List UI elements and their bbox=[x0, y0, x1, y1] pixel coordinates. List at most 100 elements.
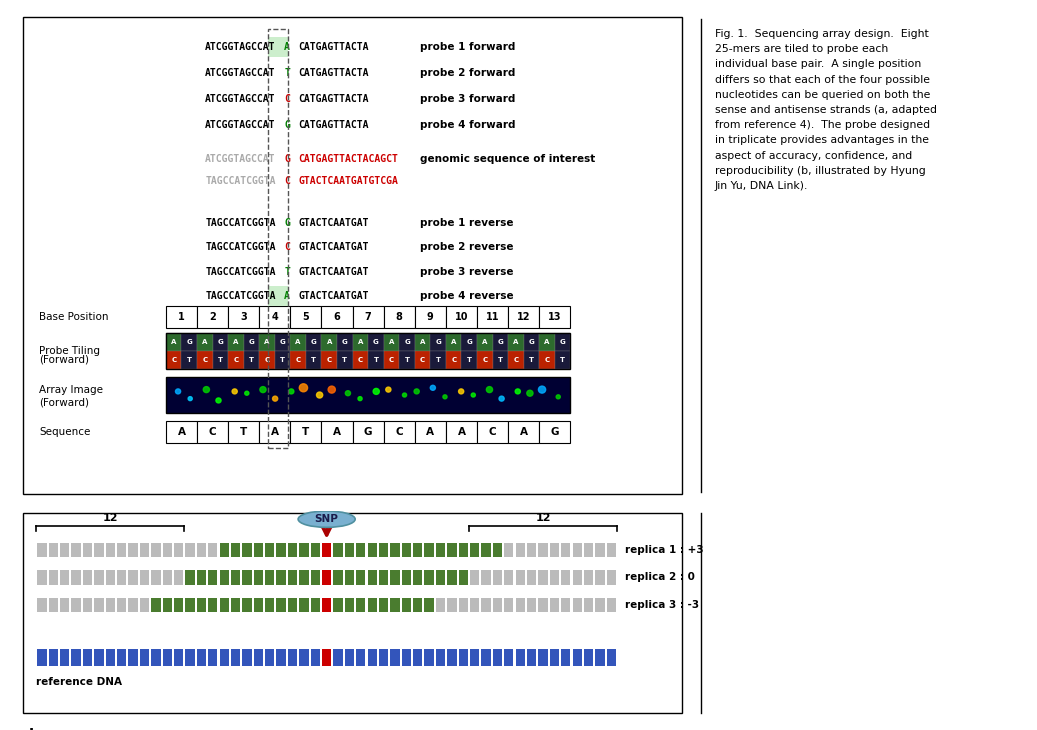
Text: 9: 9 bbox=[427, 312, 433, 322]
Bar bbox=[243, 649, 252, 666]
Bar bbox=[275, 351, 290, 369]
Bar bbox=[244, 351, 259, 369]
Text: GTACTCAATGATGTCGA: GTACTCAATGATGTCGA bbox=[299, 176, 398, 186]
Text: C: C bbox=[451, 357, 456, 363]
Bar bbox=[265, 598, 275, 612]
Bar bbox=[220, 542, 229, 557]
Text: probe 4 reverse: probe 4 reverse bbox=[420, 291, 513, 301]
Bar bbox=[166, 333, 181, 351]
Bar bbox=[524, 351, 539, 369]
Circle shape bbox=[300, 384, 308, 392]
Bar bbox=[321, 306, 353, 328]
Bar bbox=[477, 351, 493, 369]
Bar bbox=[447, 570, 456, 585]
Bar bbox=[477, 421, 508, 443]
Bar bbox=[493, 598, 502, 612]
Bar bbox=[163, 649, 172, 666]
Bar bbox=[584, 570, 593, 585]
Bar bbox=[538, 649, 548, 666]
Text: GTACTCAATGAT: GTACTCAATGAT bbox=[299, 291, 369, 301]
Bar bbox=[254, 598, 263, 612]
Bar bbox=[94, 649, 104, 666]
Text: C: C bbox=[358, 357, 363, 363]
Bar bbox=[458, 598, 468, 612]
Bar bbox=[151, 570, 161, 585]
Bar bbox=[584, 649, 593, 666]
Text: A: A bbox=[544, 339, 550, 345]
Bar bbox=[368, 333, 384, 351]
Bar bbox=[277, 598, 286, 612]
Bar bbox=[117, 598, 127, 612]
Bar bbox=[436, 598, 445, 612]
Bar bbox=[72, 598, 81, 612]
Text: GTACTCAATGAT: GTACTCAATGAT bbox=[299, 218, 369, 228]
Bar bbox=[213, 351, 228, 369]
Circle shape bbox=[556, 395, 560, 399]
Bar bbox=[265, 542, 275, 557]
Text: C: C bbox=[284, 176, 290, 186]
Text: CATGAGTTACTA: CATGAGTTACTA bbox=[299, 94, 369, 104]
Text: C: C bbox=[327, 357, 332, 363]
Bar bbox=[515, 570, 525, 585]
Bar bbox=[197, 649, 206, 666]
Bar bbox=[244, 333, 259, 351]
Bar bbox=[504, 542, 513, 557]
Bar bbox=[83, 542, 92, 557]
Bar bbox=[550, 570, 559, 585]
Bar bbox=[356, 598, 365, 612]
Text: A: A bbox=[426, 427, 435, 437]
Bar bbox=[527, 570, 536, 585]
Bar bbox=[213, 333, 228, 351]
Text: Array Image: Array Image bbox=[39, 385, 104, 395]
Bar bbox=[515, 542, 525, 557]
Bar bbox=[166, 351, 181, 369]
Circle shape bbox=[402, 393, 407, 397]
Bar bbox=[174, 649, 184, 666]
Bar bbox=[344, 598, 354, 612]
Bar bbox=[595, 598, 605, 612]
Bar bbox=[424, 570, 433, 585]
Ellipse shape bbox=[299, 511, 355, 527]
Bar bbox=[259, 333, 275, 351]
Bar bbox=[290, 333, 306, 351]
Bar bbox=[37, 542, 47, 557]
Bar bbox=[151, 542, 161, 557]
Circle shape bbox=[175, 389, 180, 394]
Text: probe 2 forward: probe 2 forward bbox=[420, 68, 515, 78]
Text: T: T bbox=[303, 427, 309, 437]
Circle shape bbox=[471, 393, 475, 397]
Bar bbox=[140, 542, 149, 557]
Bar bbox=[539, 351, 555, 369]
Bar bbox=[477, 333, 493, 351]
Text: 6: 6 bbox=[334, 312, 340, 322]
Bar bbox=[288, 649, 298, 666]
Bar bbox=[572, 598, 582, 612]
Bar bbox=[228, 333, 244, 351]
Bar bbox=[333, 570, 342, 585]
Text: 7: 7 bbox=[365, 312, 371, 322]
Bar bbox=[461, 333, 477, 351]
Bar bbox=[524, 333, 539, 351]
Text: CATGAGTTACTA: CATGAGTTACTA bbox=[299, 120, 369, 130]
Bar bbox=[447, 542, 456, 557]
Bar bbox=[197, 306, 228, 328]
Circle shape bbox=[188, 396, 192, 401]
Bar bbox=[166, 333, 570, 369]
Bar bbox=[561, 542, 570, 557]
Bar bbox=[321, 333, 337, 351]
Bar bbox=[607, 542, 616, 557]
Text: probe 4 forward: probe 4 forward bbox=[420, 120, 515, 130]
Text: ATCGGTAGCCAT: ATCGGTAGCCAT bbox=[205, 68, 276, 78]
Text: CATGAGTTACTA: CATGAGTTACTA bbox=[299, 42, 369, 52]
Bar bbox=[306, 351, 321, 369]
Text: C: C bbox=[420, 357, 425, 363]
Bar bbox=[446, 421, 477, 443]
Bar bbox=[186, 598, 195, 612]
Text: T: T bbox=[241, 427, 247, 437]
Text: replica 2 : 0: replica 2 : 0 bbox=[625, 572, 695, 583]
Bar bbox=[83, 598, 92, 612]
Bar bbox=[447, 649, 456, 666]
Text: CATGAGTTACTACAGCT: CATGAGTTACTACAGCT bbox=[299, 154, 398, 164]
FancyBboxPatch shape bbox=[268, 285, 288, 306]
Bar bbox=[401, 649, 411, 666]
